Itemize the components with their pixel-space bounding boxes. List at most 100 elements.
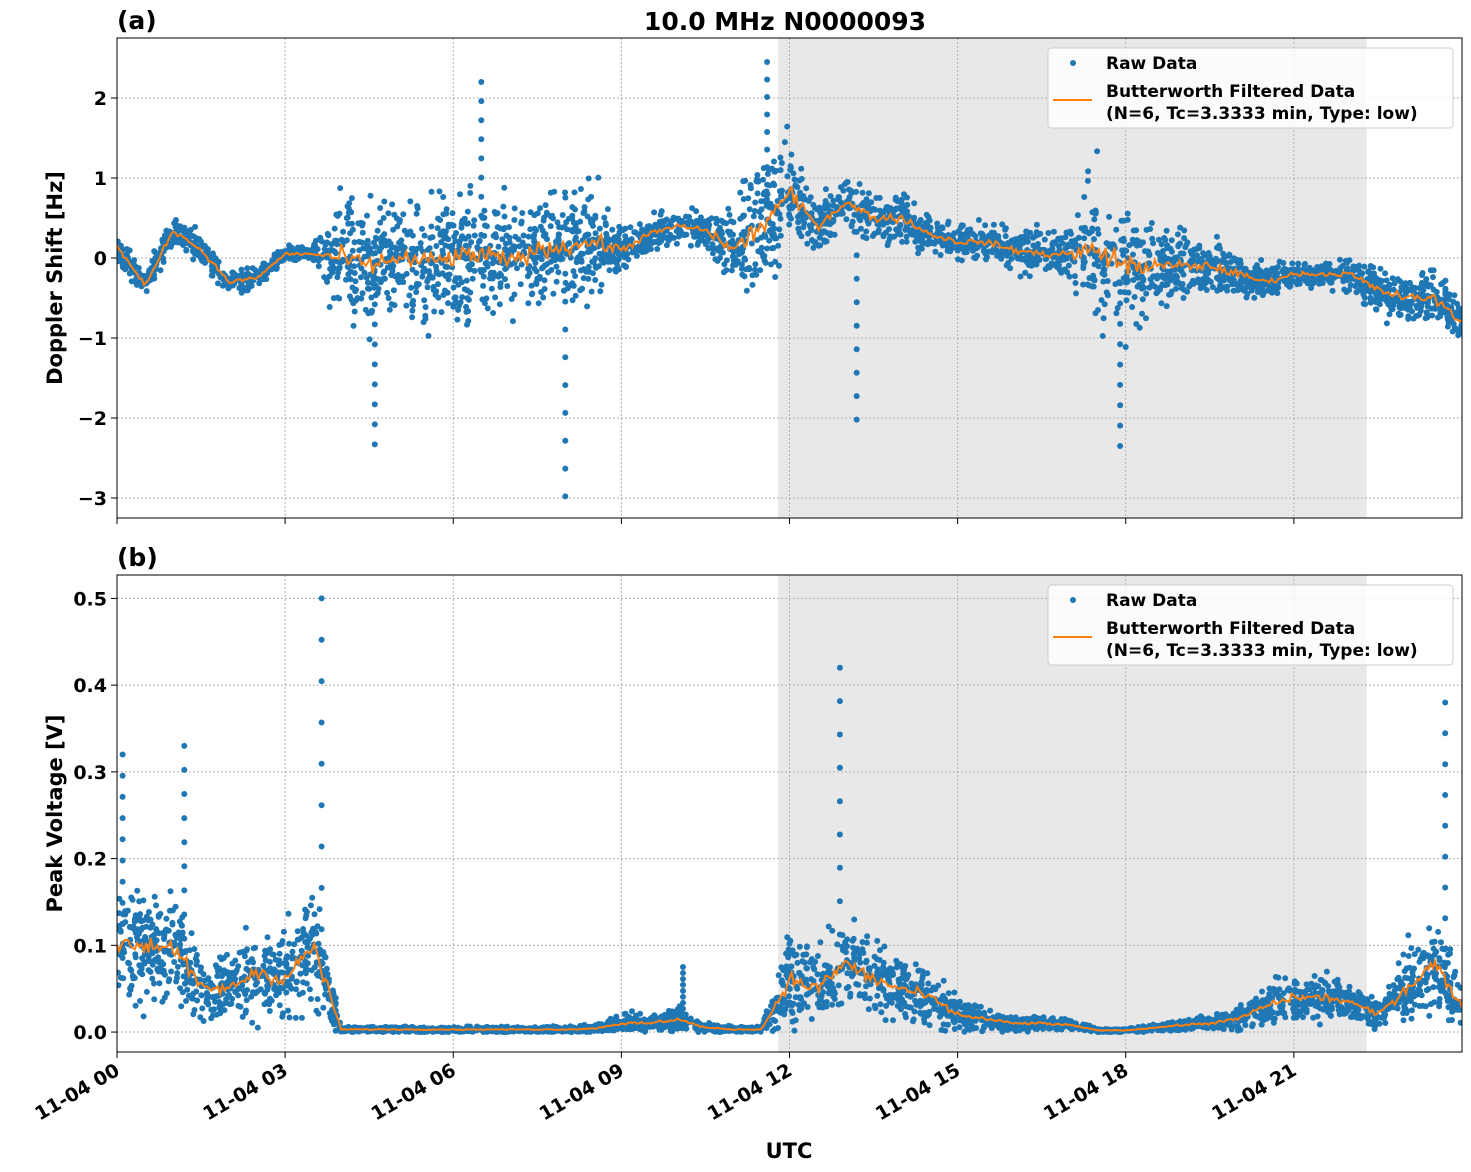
raw-point: [337, 185, 344, 192]
raw-point: [1154, 289, 1161, 295]
raw-point: [436, 188, 443, 195]
raw-point: [1400, 951, 1407, 958]
raw-point: [738, 265, 745, 272]
raw-point: [804, 1004, 811, 1010]
raw-point: [721, 261, 728, 268]
raw-point: [1122, 344, 1129, 350]
raw-point: [562, 270, 569, 277]
raw-point: [972, 255, 979, 262]
raw-point: [657, 234, 664, 241]
raw-point: [1139, 296, 1146, 303]
raw-point: [663, 242, 670, 249]
raw-point: [924, 241, 931, 248]
raw-point: [1389, 275, 1396, 282]
raw-point: [794, 184, 801, 191]
raw-point: [651, 209, 658, 216]
raw-point: [622, 225, 629, 232]
raw-point: [932, 248, 939, 255]
raw-point: [409, 266, 416, 273]
raw-point: [958, 257, 965, 264]
raw-point: [999, 221, 1006, 228]
raw-point: [892, 194, 899, 201]
raw-point: [748, 240, 755, 247]
raw-point: [244, 265, 251, 272]
raw-point: [371, 361, 378, 368]
raw-point: [876, 194, 883, 201]
raw-point: [562, 354, 569, 361]
raw-point: [830, 197, 837, 204]
raw-point: [482, 222, 488, 229]
raw-point: [1010, 237, 1017, 244]
raw-point: [776, 262, 782, 269]
raw-point: [580, 266, 587, 273]
raw-point: [1095, 307, 1101, 313]
raw-point: [1142, 248, 1148, 255]
raw-point: [403, 270, 410, 277]
raw-point: [1117, 300, 1124, 307]
raw-point: [321, 246, 328, 253]
raw-point: [786, 221, 793, 228]
raw-point: [858, 202, 865, 209]
raw-point: [178, 240, 185, 247]
raw-point: [496, 301, 503, 308]
raw-point: [788, 151, 795, 158]
raw-point: [518, 218, 525, 225]
raw-point: [1289, 260, 1296, 267]
raw-point: [259, 276, 266, 282]
raw-point: [673, 240, 680, 247]
raw-point: [771, 158, 777, 165]
raw-point: [904, 201, 911, 208]
raw-point: [371, 381, 378, 388]
raw-point: [444, 289, 451, 296]
raw-point: [548, 213, 554, 220]
raw-point: [580, 210, 587, 216]
raw-point: [1216, 273, 1223, 280]
raw-point: [764, 111, 771, 118]
raw-point: [1220, 255, 1227, 262]
raw-point: [471, 217, 478, 224]
raw-point: [573, 228, 580, 235]
raw-point: [1316, 280, 1323, 287]
raw-point: [560, 287, 567, 294]
raw-point: [1229, 281, 1236, 288]
raw-point: [903, 238, 910, 245]
raw-point: [1156, 236, 1162, 243]
raw-point: [737, 189, 744, 196]
raw-point: [1071, 258, 1078, 265]
raw-point: [855, 212, 862, 218]
raw-point: [463, 308, 470, 315]
raw-point: [609, 226, 616, 233]
raw-point: [374, 235, 381, 242]
raw-point: [1327, 279, 1334, 286]
raw-point: [1340, 278, 1347, 285]
raw-point: [1402, 280, 1409, 287]
raw-point: [596, 225, 603, 232]
raw-point: [511, 291, 518, 298]
raw-point: [538, 289, 545, 296]
raw-point: [358, 239, 365, 246]
raw-point: [1161, 253, 1168, 260]
raw-point: [119, 261, 126, 268]
raw-point: [764, 245, 770, 252]
raw-point: [475, 238, 482, 245]
raw-point: [425, 332, 432, 339]
raw-point: [843, 216, 850, 223]
raw-point: [750, 213, 757, 220]
raw-point: [419, 273, 426, 280]
raw-point: [238, 266, 245, 273]
raw-point: [958, 222, 965, 229]
raw-point: [1308, 285, 1315, 291]
raw-point: [1139, 285, 1145, 292]
raw-point: [465, 263, 472, 270]
raw-point: [1198, 255, 1205, 262]
raw-point: [1295, 260, 1302, 267]
raw-point: [480, 282, 487, 289]
raw-point: [570, 282, 577, 289]
raw-point: [1443, 290, 1450, 297]
raw-point: [1376, 301, 1383, 308]
raw-point: [245, 270, 252, 277]
raw-point: [151, 893, 158, 900]
raw-point: [937, 252, 944, 258]
raw-point: [1376, 297, 1383, 304]
raw-point: [143, 288, 150, 295]
